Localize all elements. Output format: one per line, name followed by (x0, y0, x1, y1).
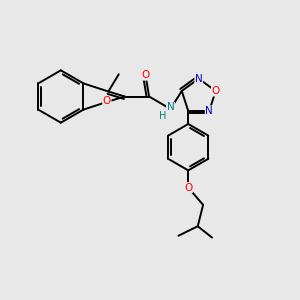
Text: N: N (205, 106, 213, 116)
Text: O: O (212, 86, 220, 96)
Text: O: O (103, 97, 111, 106)
Text: O: O (184, 183, 192, 193)
Text: N: N (167, 103, 174, 112)
Text: O: O (141, 70, 150, 80)
Text: N: N (195, 74, 203, 84)
Text: H: H (159, 111, 167, 122)
